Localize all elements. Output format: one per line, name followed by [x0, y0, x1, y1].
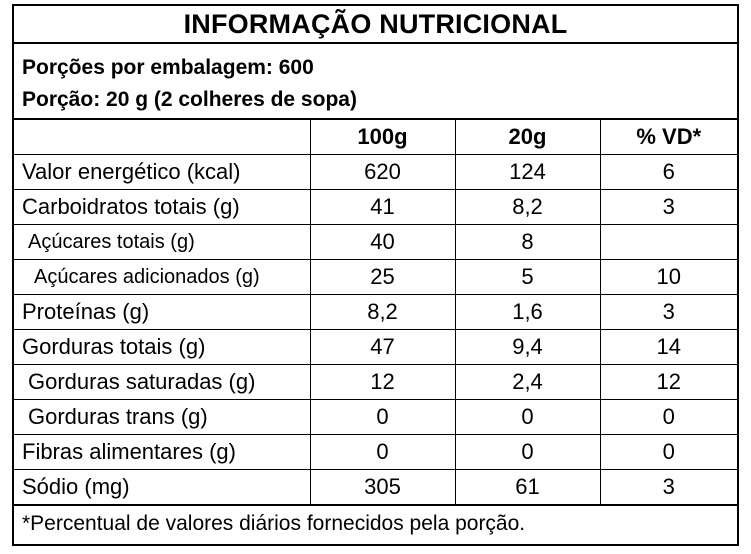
serving-size: Porção: 20 g (2 colheres de sopa) [22, 88, 357, 111]
header-per-20g: 20g [454, 120, 601, 155]
table-row: Gorduras trans (g) 0 0 0 [14, 399, 737, 435]
nutrient-name: Valor energético (kcal) [14, 154, 311, 190]
value-daily-percent: 3 [599, 189, 737, 225]
header-daily-value: % VD* [599, 120, 737, 155]
value-per-100g: 40 [309, 224, 456, 260]
value-per-20g: 9,4 [454, 329, 601, 365]
table-row: Carboidratos totais (g) 41 8,2 3 [14, 189, 737, 225]
value-daily-percent: 14 [599, 329, 737, 365]
value-per-20g: 124 [454, 154, 601, 190]
value-per-20g: 2,4 [454, 364, 601, 400]
value-daily-percent: 0 [599, 434, 737, 470]
value-per-100g: 8,2 [309, 294, 456, 330]
value-per-100g: 47 [309, 329, 456, 365]
header-per-100g: 100g [309, 120, 456, 155]
value-per-100g: 41 [309, 189, 456, 225]
value-daily-percent: 6 [599, 154, 737, 190]
table-row: Gorduras saturadas (g) 12 2,4 12 [14, 364, 737, 400]
nutrient-name: Carboidratos totais (g) [14, 189, 311, 225]
value-daily-percent: 12 [599, 364, 737, 400]
value-daily-percent [599, 224, 737, 260]
value-per-100g: 12 [309, 364, 456, 400]
value-per-20g: 8 [454, 224, 601, 260]
value-per-100g: 0 [309, 399, 456, 435]
value-per-100g: 305 [309, 469, 456, 506]
value-per-100g: 0 [309, 434, 456, 470]
nutrient-name: Açúcares totais (g) [14, 224, 311, 260]
nutrient-name: Fibras alimentares (g) [14, 434, 311, 470]
table-row: Proteínas (g) 8,2 1,6 3 [14, 294, 737, 330]
daily-value-footnote: *Percentual de valores diários fornecido… [22, 512, 526, 535]
value-per-20g: 8,2 [454, 189, 601, 225]
nutrient-name: Gorduras saturadas (g) [14, 364, 311, 400]
value-daily-percent: 0 [599, 399, 737, 435]
label-title: INFORMAÇÃO NUTRICIONAL [14, 6, 737, 44]
table-row: Açúcares adicionados (g) 25 5 10 [14, 259, 737, 295]
value-per-20g: 0 [454, 399, 601, 435]
header-nutrient [14, 120, 311, 155]
value-per-20g: 61 [454, 469, 601, 506]
nutrition-table: 100g 20g % VD* Valor energético (kcal) 6… [14, 120, 737, 506]
nutrient-name: Gorduras trans (g) [14, 399, 311, 435]
nutrient-name: Proteínas (g) [14, 294, 311, 330]
value-per-20g: 0 [454, 434, 601, 470]
table-row: Açúcares totais (g) 40 8 [14, 224, 737, 260]
value-per-100g: 620 [309, 154, 456, 190]
nutrient-name: Açúcares adicionados (g) [14, 259, 311, 295]
value-daily-percent: 3 [599, 469, 737, 506]
table-row: Sódio (mg) 305 61 3 [14, 469, 737, 506]
serving-info: Porções por embalagem: 600 Porção: 20 g … [14, 44, 737, 120]
value-daily-percent: 3 [599, 294, 737, 330]
nutrient-name: Sódio (mg) [14, 469, 311, 506]
table-row: Fibras alimentares (g) 0 0 0 [14, 434, 737, 470]
table-header-row: 100g 20g % VD* [14, 120, 737, 155]
value-per-20g: 5 [454, 259, 601, 295]
value-per-100g: 25 [309, 259, 456, 295]
nutrition-facts-label: INFORMAÇÃO NUTRICIONAL Porções por embal… [12, 4, 739, 546]
table-row: Gorduras totais (g) 47 9,4 14 [14, 329, 737, 365]
table-row: Valor energético (kcal) 620 124 6 [14, 154, 737, 190]
servings-per-package: Porções por embalagem: 600 [22, 56, 314, 79]
nutrient-name: Gorduras totais (g) [14, 329, 311, 365]
value-daily-percent: 10 [599, 259, 737, 295]
value-per-20g: 1,6 [454, 294, 601, 330]
